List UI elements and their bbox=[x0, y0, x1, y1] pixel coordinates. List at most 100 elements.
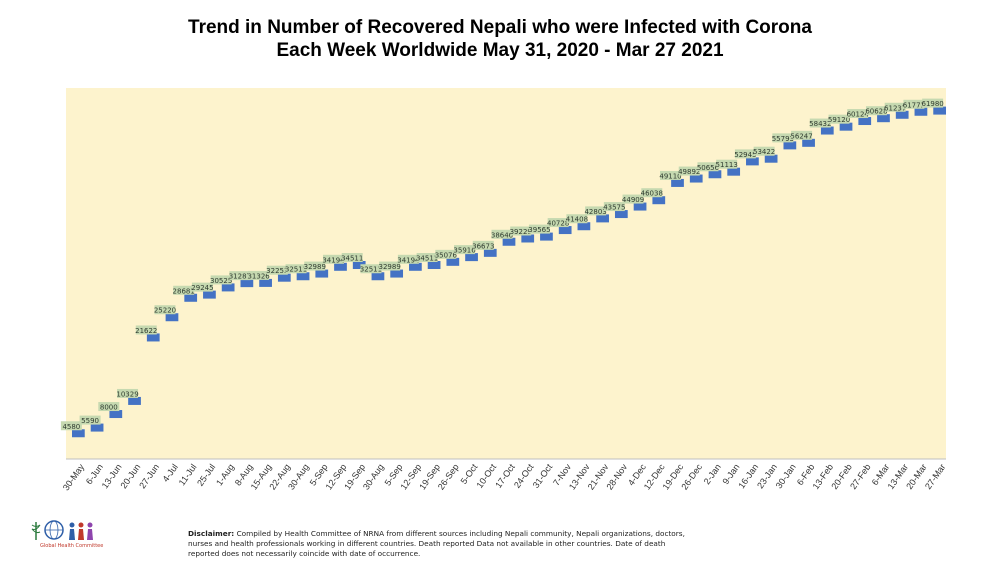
bar-7-Nov-26 bbox=[558, 226, 572, 235]
data-label-bg-9 bbox=[229, 271, 251, 281]
data-label-2: 8000 bbox=[100, 404, 118, 412]
bar-23-Jan-37 bbox=[764, 154, 778, 163]
bar-30-May-0 bbox=[71, 429, 85, 438]
data-label-45: 61773 bbox=[903, 101, 925, 109]
data-label-bg-12 bbox=[285, 264, 307, 274]
bar-6-Mar-43 bbox=[877, 114, 890, 123]
bar-13-Feb-40 bbox=[820, 126, 834, 135]
data-label-37: 53422 bbox=[753, 148, 775, 156]
disclaimer: Disclaimer: Compiled by Health Committee… bbox=[188, 529, 688, 559]
data-label-bg-13 bbox=[304, 261, 326, 271]
bar-13-Jun-2 bbox=[109, 410, 123, 419]
data-label-bg-42 bbox=[847, 109, 869, 119]
data-label-bg-36 bbox=[734, 149, 756, 159]
data-label-bg-39 bbox=[791, 130, 813, 140]
data-label-bg-17 bbox=[379, 261, 401, 271]
data-label-18: 34194 bbox=[397, 256, 420, 264]
data-label-34: 50656 bbox=[697, 164, 720, 172]
bar-8-Aug-9 bbox=[240, 279, 254, 288]
data-label-bg-45 bbox=[903, 99, 925, 109]
data-label-8: 30525 bbox=[210, 277, 232, 285]
bar-4-Jul-5 bbox=[165, 313, 179, 322]
data-label-17: 32989 bbox=[379, 263, 401, 271]
bar-1-Aug-8 bbox=[221, 283, 235, 292]
data-label-29: 43575 bbox=[603, 204, 625, 212]
bar-series bbox=[71, 106, 947, 438]
data-label-bg-26 bbox=[547, 218, 569, 228]
data-label-bg-25 bbox=[528, 224, 550, 234]
bar-16-Jan-36 bbox=[746, 157, 759, 166]
data-label-16: 32511 bbox=[360, 266, 382, 274]
data-label-bg-6 bbox=[173, 285, 195, 295]
data-label-12: 32511 bbox=[285, 266, 307, 274]
x-tick-7: 25-Jul bbox=[195, 462, 217, 488]
chart-title-line-1: Trend in Number of Recovered Nepali who … bbox=[188, 17, 812, 38]
data-label-bg-14 bbox=[322, 254, 344, 264]
bar-17-Oct-23 bbox=[502, 237, 516, 246]
data-label-39: 56247 bbox=[790, 132, 812, 140]
data-label-bg-0 bbox=[60, 421, 82, 431]
data-label-6: 28681 bbox=[173, 287, 195, 295]
disclaimer-label: Disclaimer: bbox=[188, 529, 235, 538]
bar-26-Dec-33 bbox=[689, 174, 703, 183]
data-label-43: 60628 bbox=[865, 108, 887, 116]
data-label-bg-20 bbox=[435, 249, 457, 259]
bar-27-Feb-42 bbox=[858, 117, 872, 126]
data-label-38: 55793 bbox=[772, 135, 794, 143]
data-label-14: 34194 bbox=[322, 256, 345, 264]
bar-24-Oct-24 bbox=[521, 234, 535, 243]
data-label-41: 59120 bbox=[828, 116, 850, 124]
data-label-bg-35 bbox=[716, 159, 738, 169]
data-label-35: 51113 bbox=[716, 161, 738, 169]
bar-30-Jan-38 bbox=[783, 141, 797, 150]
data-label-31: 46038 bbox=[641, 190, 663, 198]
data-label-9: 31287 bbox=[229, 273, 251, 281]
bar-2-Jan-34 bbox=[708, 170, 722, 179]
bar-5-Sep-17 bbox=[390, 269, 404, 278]
x-tick-4: 27-Jun bbox=[137, 462, 161, 490]
bar-12-Sep-14 bbox=[334, 262, 347, 271]
x-tick-25: 31-Oct bbox=[531, 462, 555, 490]
data-label-42: 60124 bbox=[847, 111, 870, 119]
bar-9-Jan-35 bbox=[727, 167, 741, 176]
data-label-21: 35916 bbox=[453, 247, 476, 255]
bar-5-Oct-21 bbox=[465, 253, 478, 262]
data-label-15: 34511 bbox=[341, 255, 363, 263]
data-label-23: 38646 bbox=[491, 231, 514, 239]
data-label-bg-38 bbox=[772, 133, 794, 143]
x-tick-29: 28-Nov bbox=[604, 462, 629, 492]
globe-icon bbox=[44, 520, 64, 540]
data-label-bg-46 bbox=[922, 98, 944, 108]
nrna-logo bbox=[31, 520, 93, 540]
data-label-bg-27 bbox=[566, 214, 588, 224]
bar-12-Dec-31 bbox=[652, 196, 666, 205]
data-label-bg-4 bbox=[135, 325, 157, 335]
data-label-bg-29 bbox=[603, 202, 625, 212]
plot-area bbox=[66, 88, 946, 459]
bar-27-Jun-4 bbox=[146, 333, 160, 342]
bar-19-Sep-15 bbox=[352, 261, 366, 270]
x-tick-8: 1-Aug bbox=[214, 462, 236, 487]
bar-6-Jun-1 bbox=[90, 423, 104, 432]
data-label-bg-31 bbox=[641, 188, 663, 198]
data-label-30: 44909 bbox=[622, 196, 644, 204]
data-label-bg-43 bbox=[865, 106, 887, 116]
data-label-bg-34 bbox=[697, 162, 719, 172]
data-label-46: 61980 bbox=[921, 100, 943, 108]
bar-10-Oct-22 bbox=[483, 248, 497, 257]
data-label-bg-18 bbox=[397, 254, 419, 264]
data-label-bg-15 bbox=[341, 253, 363, 263]
chart-title-line-2: Each Week Worldwide May 31, 2020 - Mar 2… bbox=[276, 40, 724, 61]
bar-30-Aug-16 bbox=[371, 272, 385, 281]
data-label-bg-23 bbox=[491, 229, 513, 239]
bar-31-Oct-25 bbox=[540, 232, 553, 241]
data-label-bg-33 bbox=[678, 166, 700, 176]
data-label-3: 10329 bbox=[116, 390, 138, 398]
data-label-25: 39565 bbox=[528, 226, 550, 234]
bar-21-Nov-28 bbox=[596, 214, 609, 223]
data-label-bg-2 bbox=[98, 402, 120, 412]
data-label-bg-16 bbox=[360, 264, 382, 274]
bar-11-Jul-6 bbox=[184, 293, 198, 302]
bar-13-Nov-27 bbox=[577, 222, 591, 231]
